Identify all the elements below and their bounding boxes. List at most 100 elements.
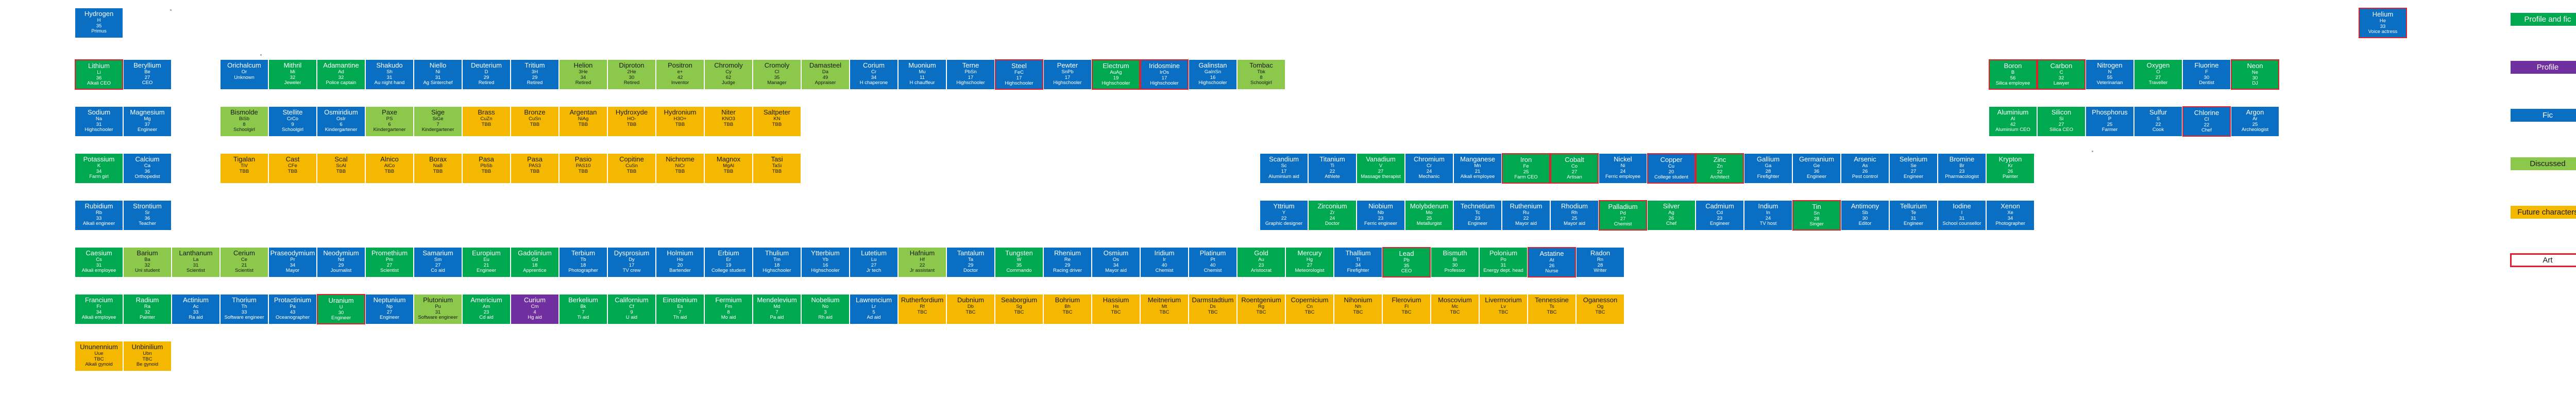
element-cell-helion[interactable]: Helion 3He 34 Retired <box>559 59 607 90</box>
element-cell-gold[interactable]: Gold Au 23 Aristocrat <box>1237 247 1285 277</box>
element-cell-ruthenium[interactable]: Ruthenium Ru 22 Mayor aid <box>1502 200 1550 231</box>
element-cell-sige[interactable]: Sige SiGe 7 Kindergartener <box>414 106 462 137</box>
element-cell-curium[interactable]: Curium Cm 4 Hg aid <box>511 294 559 324</box>
element-cell-selenium[interactable]: Selenium Se 27 Engineer <box>1889 153 1938 184</box>
element-cell-roentgenium[interactable]: Roentgenium Rg TBC <box>1237 294 1285 324</box>
element-cell-praseodymium[interactable]: Praseodymium Pr 34 Mayor <box>268 247 317 277</box>
element-cell-beryllium[interactable]: Beryllium Be 27 CEO <box>123 59 172 90</box>
element-cell-chromium[interactable]: Chromium Cr 24 Mechanic <box>1405 153 1453 184</box>
element-cell-gallium[interactable]: Gallium Ga 28 Firefighter <box>1744 153 1792 184</box>
element-cell-californium[interactable]: Californium Cf 9 U aid <box>607 294 656 324</box>
element-cell-helium[interactable]: Helium He 33 Voice actress <box>2359 8 2407 38</box>
element-cell-radium[interactable]: Radium Ra 32 Painter <box>123 294 172 324</box>
element-cell-stellite[interactable]: Stellite CrCo 9 Schoolgirl <box>268 106 317 137</box>
element-cell-cobalt[interactable]: Cobalt Co 27 Artisan <box>1550 153 1599 184</box>
element-cell-iodine[interactable]: Iodine I 31 School counsellor <box>1938 200 1986 231</box>
element-cell-hydrogen[interactable]: Hydrogen H 35 Primus <box>75 8 123 38</box>
element-cell-flerovium[interactable]: Flerovium Fl TBC <box>1382 294 1431 324</box>
element-cell-argentan[interactable]: Argentan NiAg TBB <box>559 106 607 137</box>
element-cell-dysprosium[interactable]: Dysprosium Dy 17 TV crew <box>607 247 656 277</box>
element-cell-alnico[interactable]: Alnico AlCo TBB <box>365 153 414 184</box>
element-cell-scandium[interactable]: Scandium Sc 17 Aluminium aid <box>1260 153 1308 184</box>
element-cell-positron[interactable]: Positron e+ 42 Inventor <box>656 59 704 90</box>
element-cell-borax[interactable]: Borax NaB TBB <box>414 153 462 184</box>
element-cell-magnesium[interactable]: Magnesium Mg 37 Engineer <box>123 106 172 137</box>
element-cell-scal[interactable]: Scal ScAl TBB <box>317 153 365 184</box>
element-cell-sodium[interactable]: Sodium Na 31 Highschooler <box>75 106 123 137</box>
element-cell-adamantine[interactable]: Adamantine Ad 32 Police captain <box>317 59 365 90</box>
element-cell-lanthanum[interactable]: Lanthanum La 31 Scientist <box>172 247 220 277</box>
element-cell-chlorine[interactable]: Chlorine Cl 22 Chef <box>2182 106 2231 137</box>
element-cell-vanadium[interactable]: Vanadium V 27 Massage therapist <box>1357 153 1405 184</box>
element-cell-pasio[interactable]: Pasio PAS10 TBB <box>559 153 607 184</box>
element-cell-iridium[interactable]: Iridium Ir 40 Chemist <box>1140 247 1189 277</box>
element-cell-rutherfordium[interactable]: Rutherfordium Rf TBC <box>898 294 946 324</box>
element-cell-bronze[interactable]: Bronze CuSn TBB <box>511 106 559 137</box>
element-cell-lithium[interactable]: Lithium Li 36 Alkali CEO <box>75 59 123 90</box>
element-cell-protactinium[interactable]: Protactinium Pa 43 Oceanographer <box>268 294 317 324</box>
element-cell-muonium[interactable]: Muonium Mu 11 H chauffeur <box>898 59 946 90</box>
element-cell-xenon[interactable]: Xenon Xe 34 Photographer <box>1986 200 2035 231</box>
element-cell-neodymium[interactable]: Neodymium Nd 29 Journalist <box>317 247 365 277</box>
element-cell-iridosmine[interactable]: Iridosmine IrOs 17 Highschooler <box>1140 59 1189 90</box>
element-cell-bismuth[interactable]: Bismuth Bi 30 Professor <box>1431 247 1479 277</box>
element-cell-einsteinium[interactable]: Einsteinium Es 7 Th aid <box>656 294 704 324</box>
element-cell-electrum[interactable]: Electrum AuAg 19 Highschooler <box>1092 59 1140 90</box>
element-cell-shakudo[interactable]: Shakudo Sh 31 Au night hand <box>365 59 414 90</box>
element-cell-thulium[interactable]: Thulium Tm 18 Highschooler <box>753 247 801 277</box>
element-cell-tombac[interactable]: Tombac Tbk 8 Schoolgirl <box>1237 59 1285 90</box>
element-cell-fermium[interactable]: Fermium Fm 8 Mo aid <box>704 294 753 324</box>
element-cell-paxe[interactable]: Paxe PS 6 Kindergartener <box>365 106 414 137</box>
element-cell-pasa[interactable]: Pasa PAS3 TBB <box>511 153 559 184</box>
element-cell-saltpeter[interactable]: Saltpeter KN TBB <box>753 106 801 137</box>
element-cell-nihonium[interactable]: Nihonium Nh TBC <box>1334 294 1382 324</box>
element-cell-osmiridium[interactable]: Osmiridium OsIr 6 Kindergartener <box>317 106 365 137</box>
element-cell-ununennium[interactable]: Ununennium Uue TBC Alkali gynoid <box>75 341 123 371</box>
element-cell-hydronium[interactable]: Hydronium H3O+ TBB <box>656 106 704 137</box>
element-cell-ytterbium[interactable]: Ytterbium Yb 16 Highschooler <box>801 247 850 277</box>
element-cell-darmstadtium[interactable]: Darmstadtium Ds TBC <box>1189 294 1237 324</box>
element-cell-niter[interactable]: Niter KNO3 TBB <box>704 106 753 137</box>
element-cell-palladium[interactable]: Palladium Pd 27 Chemist <box>1599 200 1647 231</box>
element-cell-potassium[interactable]: Potassium K 34 Farm girl <box>75 153 123 184</box>
element-cell-tungsten[interactable]: Tungsten W 35 Commando <box>995 247 1043 277</box>
element-cell-krypton[interactable]: Krypton Kr 26 Painter <box>1986 153 2035 184</box>
element-cell-moscovium[interactable]: Moscovium Mc TBC <box>1431 294 1479 324</box>
element-cell-samarium[interactable]: Samarium Sm 27 Co aid <box>414 247 462 277</box>
element-cell-bismolde[interactable]: Bismolde BiSb 8 Schoolgirl <box>220 106 268 137</box>
element-cell-holmium[interactable]: Holmium Ho 20 Bartender <box>656 247 704 277</box>
element-cell-strontium[interactable]: Strontium Sr 36 Teacher <box>123 200 172 231</box>
element-cell-copper[interactable]: Copper Cu 20 College student <box>1647 153 1696 184</box>
element-cell-terne[interactable]: Terne PbSn 17 Highschooler <box>946 59 995 90</box>
element-cell-silver[interactable]: Silver Ag 26 Chef <box>1647 200 1696 231</box>
element-cell-berkelium[interactable]: Berkelium Bk 7 Ti aid <box>559 294 607 324</box>
element-cell-steel[interactable]: Steel FeC 17 Highschooler <box>995 59 1043 90</box>
element-cell-rubidium[interactable]: Rubidium Rb 33 Alkali engineer <box>75 200 123 231</box>
element-cell-meitnerium[interactable]: Meitnerium Mt TBC <box>1140 294 1189 324</box>
element-cell-indium[interactable]: Indium In 24 TV host <box>1744 200 1792 231</box>
element-cell-terbium[interactable]: Terbium Tb 18 Photographer <box>559 247 607 277</box>
element-cell-hydroxyde[interactable]: Hydroxyde HO- TBB <box>607 106 656 137</box>
element-cell-rhenium[interactable]: Rhenium Re 29 Racing driver <box>1043 247 1092 277</box>
element-cell-cromoly[interactable]: Cromoly Cl 35 Manager <box>753 59 801 90</box>
element-cell-lead[interactable]: Lead Pb 35 CEO <box>1382 247 1431 277</box>
element-cell-diproton[interactable]: Diproton 2He 30 Retired <box>607 59 656 90</box>
element-cell-antimony[interactable]: Antimony Sb 30 Editor <box>1841 200 1889 231</box>
element-cell-argon[interactable]: Argon Ar 25 Archeologist <box>2231 106 2279 137</box>
element-cell-copitine[interactable]: Copitine CuSn TBB <box>607 153 656 184</box>
element-cell-hafnium[interactable]: Hafnium Hf 22 Jr assistant <box>898 247 946 277</box>
element-cell-tigalan[interactable]: Tigalan TiV TBB <box>220 153 268 184</box>
element-cell-tritium[interactable]: Tritium 3H 29 Retired <box>511 59 559 90</box>
element-cell-gadolinium[interactable]: Gadolinium Gd 18 Apprentice <box>511 247 559 277</box>
element-cell-cerium[interactable]: Cerium Ce 21 Scientist <box>220 247 268 277</box>
element-cell-molybdenum[interactable]: Molybdenum Mo 25 Metallurgist <box>1405 200 1453 231</box>
element-cell-manganese[interactable]: Manganese Mn 21 Alkali employee <box>1453 153 1502 184</box>
element-cell-silicon[interactable]: Silicon Si 27 Silica CEO <box>2037 106 2086 137</box>
element-cell-seaborgium[interactable]: Seaborgium Sg TBC <box>995 294 1043 324</box>
element-cell-bromine[interactable]: Bromine Br 23 Pharmacologist <box>1938 153 1986 184</box>
element-cell-francium[interactable]: Francium Fr 34 Alkali employee <box>75 294 123 324</box>
element-cell-caesium[interactable]: Caesium Cs 31 Alkali employee <box>75 247 123 277</box>
element-cell-americium[interactable]: Americium Am 23 Cd aid <box>462 294 511 324</box>
element-cell-astatine[interactable]: Astatine At 26 Nurse <box>1528 247 1576 277</box>
element-cell-platinum[interactable]: Platinum Pt 40 Chemist <box>1189 247 1237 277</box>
